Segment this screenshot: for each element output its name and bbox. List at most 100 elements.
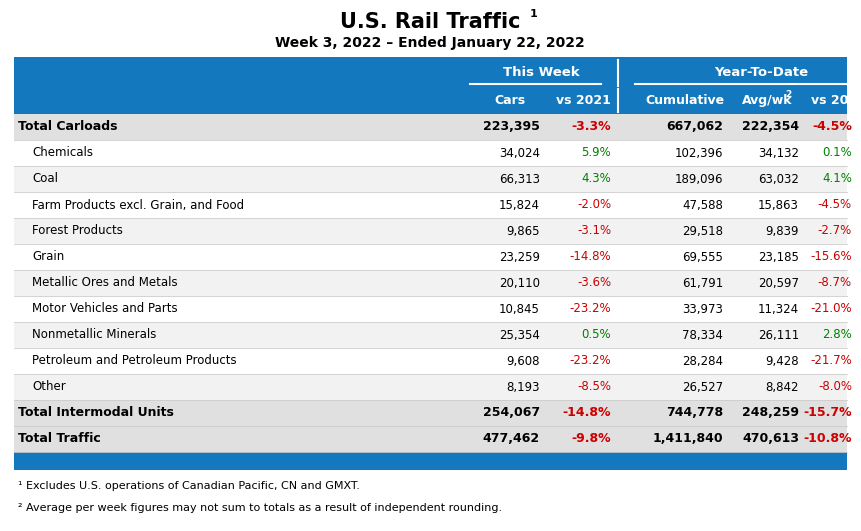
- Text: U.S. Rail Traffic: U.S. Rail Traffic: [340, 12, 520, 32]
- Text: 248,259: 248,259: [742, 407, 799, 419]
- Text: 470,613: 470,613: [742, 433, 799, 446]
- Text: 23,259: 23,259: [499, 251, 540, 263]
- Text: Avg/wk: Avg/wk: [741, 94, 792, 107]
- Text: 0.1%: 0.1%: [822, 147, 852, 159]
- Text: 20,597: 20,597: [758, 277, 799, 289]
- Text: 189,096: 189,096: [674, 173, 723, 185]
- Text: -3.1%: -3.1%: [577, 225, 611, 237]
- Bar: [14, 296, 847, 322]
- Text: 4.3%: 4.3%: [581, 173, 611, 185]
- Text: -15.6%: -15.6%: [810, 251, 852, 263]
- Bar: [14, 400, 847, 426]
- Text: -23.2%: -23.2%: [569, 355, 611, 367]
- Text: Farm Products excl. Grain, and Food: Farm Products excl. Grain, and Food: [32, 199, 245, 211]
- Text: -14.8%: -14.8%: [562, 407, 611, 419]
- Text: 69,555: 69,555: [682, 251, 723, 263]
- Bar: [14, 192, 847, 218]
- Text: 477,462: 477,462: [483, 433, 540, 446]
- Text: This Week: This Week: [503, 65, 579, 79]
- Text: Week 3, 2022 – Ended January 22, 2022: Week 3, 2022 – Ended January 22, 2022: [276, 36, 585, 50]
- Text: 223,395: 223,395: [483, 121, 540, 133]
- Bar: [14, 218, 847, 244]
- Text: 667,062: 667,062: [666, 121, 723, 133]
- Text: 47,588: 47,588: [682, 199, 723, 211]
- Text: 744,778: 744,778: [666, 407, 723, 419]
- Bar: [14, 114, 847, 140]
- Text: Year-To-Date: Year-To-Date: [715, 65, 808, 79]
- Text: -3.3%: -3.3%: [572, 121, 611, 133]
- Text: 1,411,840: 1,411,840: [653, 433, 723, 446]
- Text: Forest Products: Forest Products: [32, 225, 123, 237]
- Text: Cars: Cars: [494, 94, 525, 107]
- Text: 8,842: 8,842: [765, 381, 799, 393]
- Text: -8.7%: -8.7%: [818, 277, 852, 289]
- Text: -4.5%: -4.5%: [812, 121, 852, 133]
- Text: 1: 1: [530, 9, 538, 19]
- Text: -2.0%: -2.0%: [577, 199, 611, 211]
- Text: ¹ Excludes U.S. operations of Canadian Pacific, CN and GMXT.: ¹ Excludes U.S. operations of Canadian P…: [18, 481, 360, 491]
- Text: 34,132: 34,132: [758, 147, 799, 159]
- Text: -8.5%: -8.5%: [577, 381, 611, 393]
- Text: 15,824: 15,824: [499, 199, 540, 211]
- Text: 8,193: 8,193: [506, 381, 540, 393]
- Text: 61,791: 61,791: [682, 277, 723, 289]
- Text: ² Average per week figures may not sum to totals as a result of independent roun: ² Average per week figures may not sum t…: [18, 503, 502, 513]
- Text: 2: 2: [785, 90, 791, 99]
- Text: Grain: Grain: [32, 251, 65, 263]
- Text: -4.5%: -4.5%: [818, 199, 852, 211]
- Text: 63,032: 63,032: [759, 173, 799, 185]
- Bar: [14, 426, 847, 452]
- Text: Motor Vehicles and Parts: Motor Vehicles and Parts: [32, 303, 177, 315]
- Text: Other: Other: [32, 381, 65, 393]
- Text: 222,354: 222,354: [742, 121, 799, 133]
- Text: 33,973: 33,973: [682, 303, 723, 315]
- Text: 9,608: 9,608: [506, 355, 540, 367]
- Text: 20,110: 20,110: [499, 277, 540, 289]
- Text: 15,863: 15,863: [759, 199, 799, 211]
- Text: Total Traffic: Total Traffic: [18, 433, 101, 446]
- Text: -9.8%: -9.8%: [572, 433, 611, 446]
- Bar: [14, 87, 847, 114]
- Text: 26,527: 26,527: [682, 381, 723, 393]
- Text: 78,334: 78,334: [682, 329, 723, 341]
- Text: vs 2021: vs 2021: [555, 94, 610, 107]
- Bar: [14, 348, 847, 374]
- Text: Petroleum and Petroleum Products: Petroleum and Petroleum Products: [32, 355, 237, 367]
- Bar: [14, 166, 847, 192]
- Text: 25,354: 25,354: [499, 329, 540, 341]
- Text: 26,111: 26,111: [758, 329, 799, 341]
- Text: -15.7%: -15.7%: [803, 407, 852, 419]
- Text: 2.8%: 2.8%: [822, 329, 852, 341]
- Bar: [14, 374, 847, 400]
- Text: Total Intermodal Units: Total Intermodal Units: [18, 407, 174, 419]
- Text: 9,428: 9,428: [765, 355, 799, 367]
- Text: -21.0%: -21.0%: [810, 303, 852, 315]
- Text: vs 2021: vs 2021: [810, 94, 861, 107]
- Bar: [14, 140, 847, 166]
- Text: 11,324: 11,324: [758, 303, 799, 315]
- Text: 9,839: 9,839: [765, 225, 799, 237]
- Text: 0.5%: 0.5%: [581, 329, 611, 341]
- Text: 254,067: 254,067: [483, 407, 540, 419]
- Text: -2.7%: -2.7%: [818, 225, 852, 237]
- Bar: [14, 322, 847, 348]
- Bar: [14, 57, 847, 87]
- Text: 10,845: 10,845: [499, 303, 540, 315]
- Text: 102,396: 102,396: [674, 147, 723, 159]
- Text: 28,284: 28,284: [682, 355, 723, 367]
- Text: 29,518: 29,518: [682, 225, 723, 237]
- Text: -10.8%: -10.8%: [803, 433, 852, 446]
- Text: -21.7%: -21.7%: [810, 355, 852, 367]
- Text: 4.1%: 4.1%: [822, 173, 852, 185]
- Text: -8.0%: -8.0%: [818, 381, 852, 393]
- Text: 5.9%: 5.9%: [581, 147, 611, 159]
- Bar: [14, 452, 847, 470]
- Text: -23.2%: -23.2%: [569, 303, 611, 315]
- Text: -3.6%: -3.6%: [577, 277, 611, 289]
- Text: Total Carloads: Total Carloads: [18, 121, 117, 133]
- Text: 66,313: 66,313: [499, 173, 540, 185]
- Text: 34,024: 34,024: [499, 147, 540, 159]
- Text: Metallic Ores and Metals: Metallic Ores and Metals: [32, 277, 177, 289]
- Bar: [14, 270, 847, 296]
- Text: 23,185: 23,185: [759, 251, 799, 263]
